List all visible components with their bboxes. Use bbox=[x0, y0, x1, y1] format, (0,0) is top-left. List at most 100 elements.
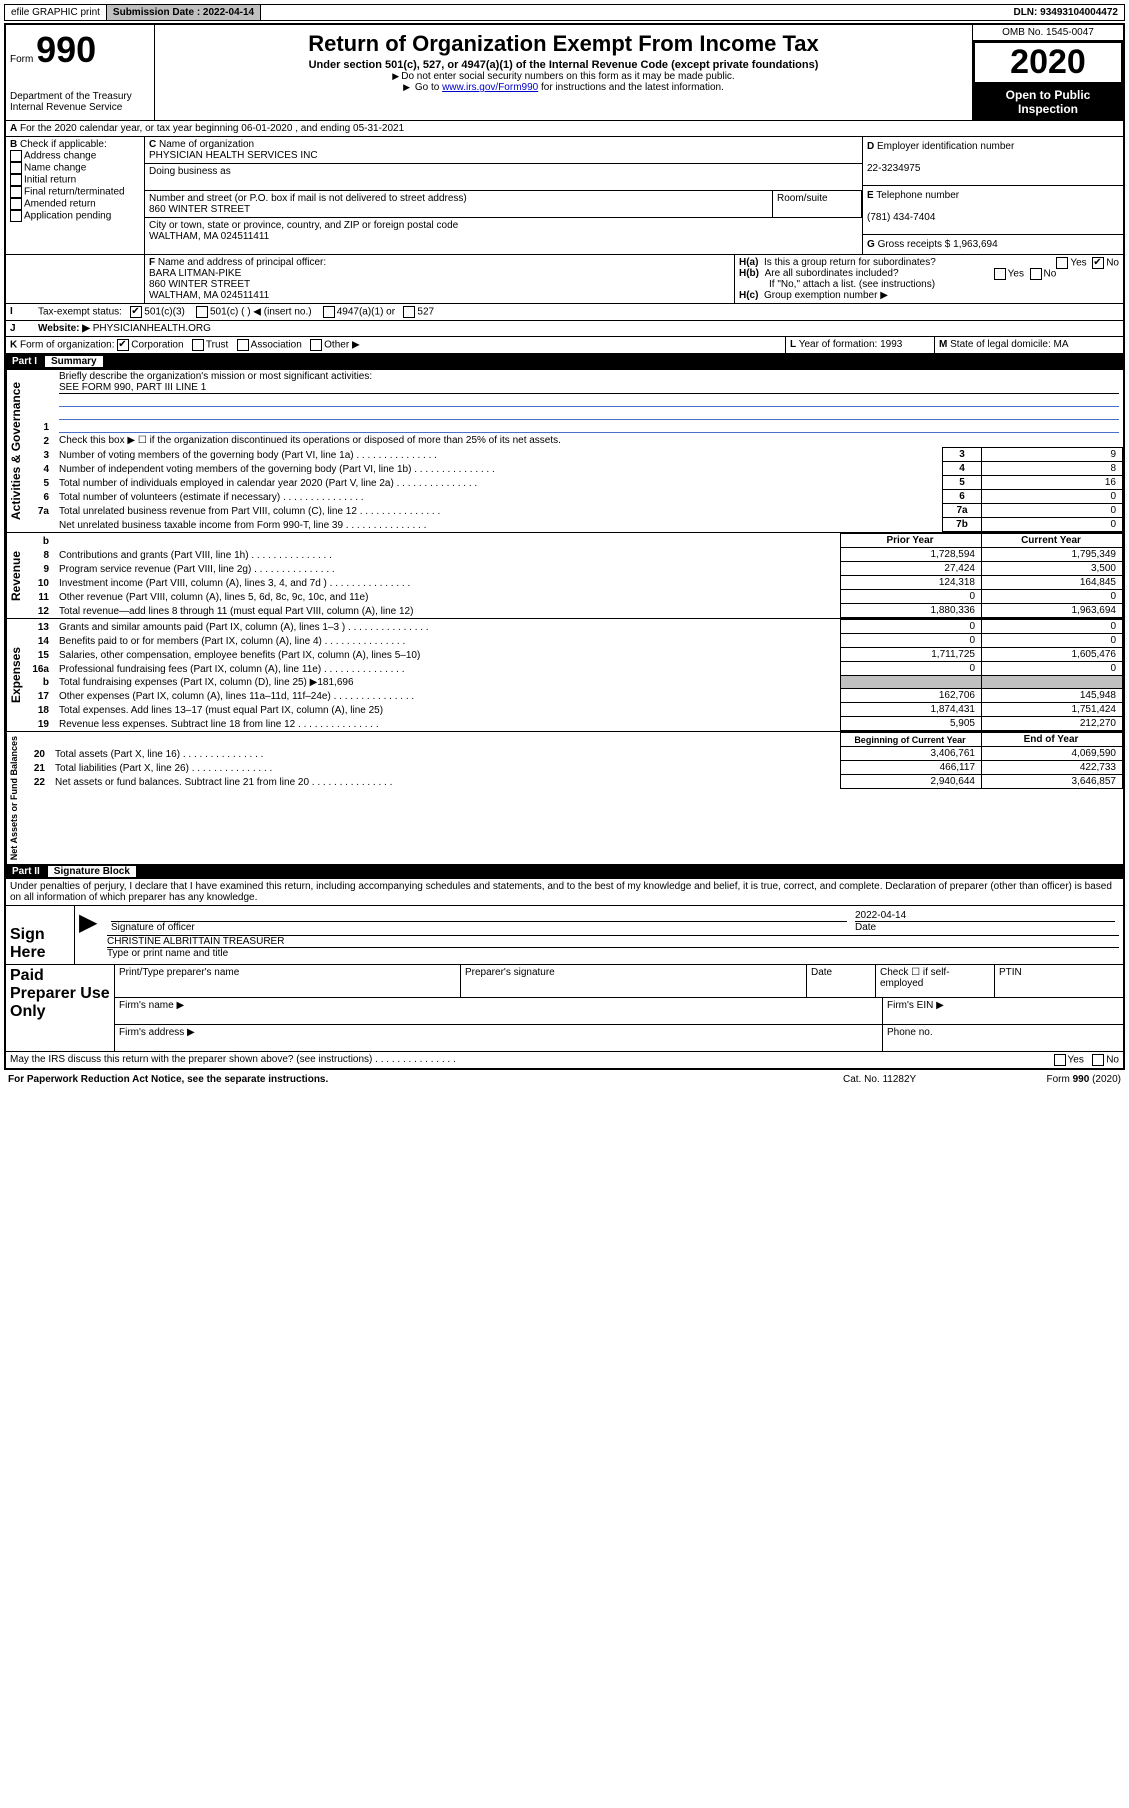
city-label: City or town, state or province, country… bbox=[149, 220, 458, 231]
org-name-label: Name of organization bbox=[159, 139, 254, 150]
revenue-vert-label: Revenue bbox=[6, 533, 25, 618]
footer-row: For Paperwork Reduction Act Notice, see … bbox=[4, 1070, 1125, 1089]
declaration-text: Under penalties of perjury, I declare th… bbox=[6, 879, 1123, 905]
amended-return-checkbox[interactable] bbox=[10, 198, 22, 210]
discuss-label: May the IRS discuss this return with the… bbox=[10, 1054, 1054, 1066]
form-subtitle: Under section 501(c), 527, or 4947(a)(1)… bbox=[159, 59, 968, 71]
efile-label: efile GRAPHIC print bbox=[5, 5, 107, 20]
pra-notice: For Paperwork Reduction Act Notice, see … bbox=[4, 1072, 839, 1087]
end-year-header: End of Year bbox=[982, 733, 1123, 747]
table-row: 12Total revenue—add lines 8 through 11 (… bbox=[25, 604, 1123, 618]
note-link: Go to www.irs.gov/Form990 for instructio… bbox=[159, 82, 968, 93]
discuss-yes-checkbox[interactable] bbox=[1054, 1054, 1066, 1066]
hb-yes-checkbox[interactable] bbox=[994, 268, 1006, 280]
line1-label: Briefly describe the organization's miss… bbox=[59, 371, 372, 382]
form-org-label: Form of organization: bbox=[20, 340, 115, 351]
form-title: Return of Organization Exempt From Incom… bbox=[159, 31, 968, 57]
table-row: 11Other revenue (Part VIII, column (A), … bbox=[25, 590, 1123, 604]
initial-return-checkbox[interactable] bbox=[10, 174, 22, 186]
current-year-header: Current Year bbox=[982, 534, 1123, 548]
city-value: WALTHAM, MA 024511411 bbox=[149, 231, 269, 242]
note-ssn: Do not enter social security numbers on … bbox=[159, 71, 968, 82]
form-word: Form bbox=[10, 54, 33, 65]
net-assets-section: Net Assets or Fund Balances Beginning of… bbox=[6, 731, 1123, 864]
part2-header: Part II Signature Block bbox=[6, 864, 1123, 879]
phone-value: (781) 434-7404 bbox=[867, 212, 935, 223]
ein-value: 22-3234975 bbox=[867, 163, 920, 174]
dept-treasury: Department of the Treasury bbox=[10, 91, 150, 102]
org-name-value: PHYSICIAN HEALTH SERVICES INC bbox=[149, 150, 318, 161]
dln-label: DLN: 93493104004472 bbox=[1007, 5, 1124, 20]
prep-check-label: Check ☐ if self-employed bbox=[876, 965, 995, 997]
governance-vert-label: Activities & Governance bbox=[6, 370, 25, 532]
line-a: A For the 2020 calendar year, or tax yea… bbox=[6, 121, 1123, 137]
klm-row: K Form of organization: Corporation Trus… bbox=[6, 337, 1123, 354]
dept-irs: Internal Revenue Service bbox=[10, 102, 150, 113]
application-pending-checkbox[interactable] bbox=[10, 210, 22, 222]
begin-year-header: Beginning of Current Year bbox=[841, 733, 982, 747]
officer-label: Name and address of principal officer: bbox=[158, 257, 326, 268]
table-row: 20Total assets (Part X, line 16)3,406,76… bbox=[21, 747, 1123, 761]
name-change-checkbox[interactable] bbox=[10, 162, 22, 174]
corp-checkbox[interactable] bbox=[117, 339, 129, 351]
hb-label: Are all subordinates included? bbox=[765, 268, 899, 279]
table-row: 5Total number of individuals employed in… bbox=[25, 476, 1123, 490]
year-formation-label: Year of formation: bbox=[799, 339, 878, 350]
table-row: 7aTotal unrelated business revenue from … bbox=[25, 504, 1123, 518]
officer-block: F Name and address of principal officer:… bbox=[6, 255, 1123, 304]
discuss-row: May the IRS discuss this return with the… bbox=[6, 1052, 1123, 1068]
officer-addr1: 860 WINTER STREET bbox=[149, 279, 250, 290]
form990-link[interactable]: www.irs.gov/Form990 bbox=[442, 82, 538, 93]
address-change-checkbox[interactable] bbox=[10, 150, 22, 162]
table-row: bTotal fundraising expenses (Part IX, co… bbox=[25, 676, 1123, 689]
gross-receipts-value: 1,963,694 bbox=[953, 239, 998, 250]
501c3-checkbox[interactable] bbox=[130, 306, 142, 318]
table-row: 19Revenue less expenses. Subtract line 1… bbox=[25, 717, 1123, 731]
line1-value: SEE FORM 990, PART III LINE 1 bbox=[59, 382, 1119, 394]
ha-no-checkbox[interactable] bbox=[1092, 257, 1104, 269]
state-domicile-value: MA bbox=[1054, 339, 1069, 350]
website-row: J Website: ▶ PHYSICIANHEALTH.ORG bbox=[6, 321, 1123, 337]
table-row: 13Grants and similar amounts paid (Part … bbox=[25, 620, 1123, 634]
527-checkbox[interactable] bbox=[403, 306, 415, 318]
501c-checkbox[interactable] bbox=[196, 306, 208, 318]
sig-name-value: CHRISTINE ALBRITTAIN TREASURER bbox=[107, 936, 1119, 948]
assoc-checkbox[interactable] bbox=[237, 339, 249, 351]
omb-number: OMB No. 1545-0047 bbox=[973, 25, 1123, 41]
year-formation-value: 1993 bbox=[880, 339, 902, 350]
top-bar: efile GRAPHIC print Submission Date : 20… bbox=[4, 4, 1125, 21]
4947-checkbox[interactable] bbox=[323, 306, 335, 318]
firm-ein-label: Firm's EIN ▶ bbox=[883, 998, 1123, 1024]
revenue-section: Revenue bPrior YearCurrent Year 8Contrib… bbox=[6, 532, 1123, 618]
expenses-vert-label: Expenses bbox=[6, 619, 25, 731]
discuss-no-checkbox[interactable] bbox=[1092, 1054, 1104, 1066]
firm-addr-label: Firm's address ▶ bbox=[115, 1025, 883, 1051]
hb-no-checkbox[interactable] bbox=[1030, 268, 1042, 280]
open-public: Open to Public Inspection bbox=[973, 84, 1123, 120]
mission-line bbox=[59, 407, 1119, 420]
net-assets-vert-label: Net Assets or Fund Balances bbox=[6, 732, 21, 864]
prep-sig-label: Preparer's signature bbox=[461, 965, 807, 997]
officer-signature-line[interactable] bbox=[111, 910, 847, 922]
mission-line bbox=[59, 394, 1119, 407]
final-return-checkbox[interactable] bbox=[10, 186, 22, 198]
website-label: Website: ▶ bbox=[38, 323, 90, 334]
governance-section: Activities & Governance 1 Briefly descri… bbox=[6, 369, 1123, 532]
ptin-label: PTIN bbox=[995, 965, 1123, 997]
table-row: 6Total number of volunteers (estimate if… bbox=[25, 490, 1123, 504]
trust-checkbox[interactable] bbox=[192, 339, 204, 351]
sig-name-label: Type or print name and title bbox=[107, 948, 228, 959]
hb-note: If "No," attach a list. (see instruction… bbox=[739, 279, 1119, 290]
table-row: 10Investment income (Part VIII, column (… bbox=[25, 576, 1123, 590]
table-row: 22Net assets or fund balances. Subtract … bbox=[21, 775, 1123, 789]
hc-label: Group exemption number ▶ bbox=[764, 290, 888, 301]
mission-line bbox=[59, 420, 1119, 433]
tax-exempt-label: Tax-exempt status: bbox=[38, 307, 122, 318]
submission-date-button[interactable]: Submission Date : 2022-04-14 bbox=[107, 5, 261, 20]
other-checkbox[interactable] bbox=[310, 339, 322, 351]
ha-yes-checkbox[interactable] bbox=[1056, 257, 1068, 269]
officer-addr2: WALTHAM, MA 024511411 bbox=[149, 290, 269, 301]
dba-label: Doing business as bbox=[149, 166, 231, 177]
sig-officer-label: Signature of officer bbox=[111, 922, 195, 933]
sign-here-block: Sign Here ▶ Signature of officer 2022-04… bbox=[6, 905, 1123, 965]
